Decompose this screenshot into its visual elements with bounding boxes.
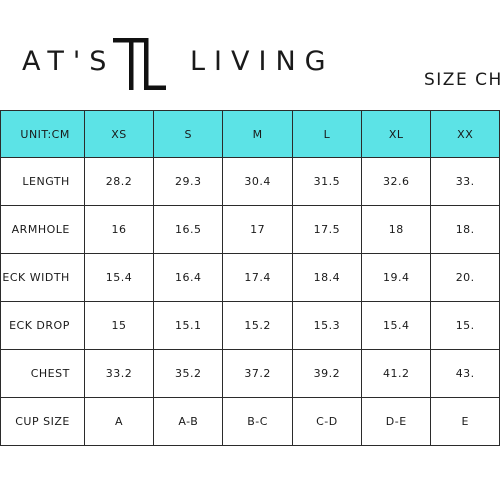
table-cell: 37.2: [222, 349, 293, 398]
table-cell: 17.5: [291, 205, 363, 254]
size-chart-table: UNIT:CM XS S M L XL XX LENGTH 28.2 29.3 …: [0, 110, 500, 446]
chart-title: SIZE CHA: [424, 70, 500, 90]
table-cell: 18.: [430, 205, 500, 254]
header-row: UNIT:CM XS S M L XL XX: [0, 110, 500, 158]
table-cell: D-E: [361, 397, 432, 446]
row-label: CUP SIZE: [0, 397, 85, 446]
table-cell: 16.4: [153, 253, 224, 302]
table-cell: 15.: [430, 301, 500, 350]
table-cell: 17.4: [222, 253, 293, 302]
table-row: LENGTH 28.2 29.3 30.4 31.5 32.6 33.: [0, 157, 500, 206]
brand-header: AT'S LIVING: [0, 34, 500, 94]
table-cell: 15.4: [361, 301, 432, 350]
table-cell: 31.5: [291, 157, 363, 206]
table-cell: 19.4: [361, 253, 432, 302]
size-header: M: [222, 110, 293, 158]
table-row: ECK WIDTH 15.4 16.4 17.4 18.4 19.4 20.: [0, 253, 500, 302]
table-row: CHEST 33.2 35.2 37.2 39.2 41.2 43.: [0, 349, 500, 398]
table-cell: E: [430, 397, 500, 446]
table-cell: A: [83, 397, 155, 446]
table-cell: 15.3: [291, 301, 363, 350]
table-cell: 33.: [430, 157, 500, 206]
table-cell: 16.5: [153, 205, 224, 254]
table-cell: 15.2: [222, 301, 293, 350]
table-cell: B-C: [222, 397, 293, 446]
table-cell: 16: [83, 205, 155, 254]
size-header: XS: [83, 110, 155, 158]
table-cell: 18: [361, 205, 432, 254]
row-label: CHEST: [0, 349, 85, 398]
table-cell: 32.6: [361, 157, 432, 206]
table-row: ECK DROP 15 15.1 15.2 15.3 15.4 15.: [0, 301, 500, 350]
table-cell: A-B: [153, 397, 224, 446]
table-cell: 33.2: [83, 349, 155, 398]
table-cell: 43.: [430, 349, 500, 398]
table-cell: 39.2: [291, 349, 363, 398]
table-cell: 20.: [430, 253, 500, 302]
tl-monogram-icon: [113, 38, 166, 90]
table-cell: 18.4: [291, 253, 363, 302]
row-label: ARMHOLE: [0, 205, 85, 254]
table-cell: 15.4: [83, 253, 155, 302]
brand-name-right: LIVING: [190, 46, 335, 77]
size-header: XL: [361, 110, 432, 158]
table-row: CUP SIZE A A-B B-C C-D D-E E: [0, 397, 500, 446]
size-header: L: [291, 110, 363, 158]
row-label: LENGTH: [0, 157, 85, 206]
table-cell: 35.2: [153, 349, 224, 398]
unit-header: UNIT:CM: [0, 110, 85, 158]
table-cell: 41.2: [361, 349, 432, 398]
table-row: ARMHOLE 16 16.5 17 17.5 18 18.: [0, 205, 500, 254]
row-label: ECK DROP: [0, 301, 85, 350]
table-cell: 28.2: [83, 157, 155, 206]
table-cell: 17: [222, 205, 293, 254]
brand-name-left: AT'S: [22, 46, 116, 77]
table-cell: 30.4: [222, 157, 293, 206]
table-cell: C-D: [291, 397, 363, 446]
size-header: S: [153, 110, 224, 158]
size-header: XX: [430, 110, 500, 158]
row-label: ECK WIDTH: [0, 253, 85, 302]
table-cell: 29.3: [153, 157, 224, 206]
table-cell: 15: [83, 301, 155, 350]
table-cell: 15.1: [153, 301, 224, 350]
